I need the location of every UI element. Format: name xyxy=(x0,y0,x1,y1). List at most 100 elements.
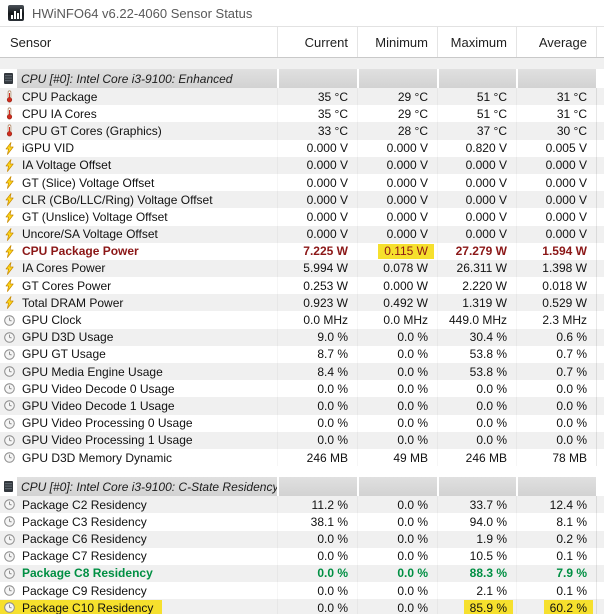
section-cell xyxy=(437,69,516,88)
maximum-value: 2.220 W xyxy=(437,277,516,294)
sensor-row[interactable]: Package C2 Residency 11.2 % 0.0 % 33.7 % 12.… xyxy=(0,496,604,514)
column-header-current[interactable]: Current xyxy=(277,27,357,57)
sensor-label-cell: GPU D3D Usage xyxy=(0,329,277,346)
clock-icon xyxy=(3,399,16,412)
average-value: 30 °C xyxy=(516,122,596,139)
sensor-label-cell: Package C6 Residency xyxy=(0,531,277,548)
sensor-row[interactable]: GPU Video Processing 1 Usage 0.0 % 0.0 % 0.… xyxy=(0,431,604,449)
current-value-text: 0.0 % xyxy=(317,381,348,396)
sensor-row[interactable]: CPU GT Cores (Graphics) 33 °C 28 °C 37 °C 30… xyxy=(0,122,604,140)
row-gutter xyxy=(596,547,604,565)
sensor-row[interactable]: iGPU VID 0.000 V 0.000 V 0.820 V 0.005 V xyxy=(0,139,604,157)
sensor-row[interactable]: GT Cores Power 0.253 W 0.000 W 2.220 W 0.018… xyxy=(0,277,604,295)
row-gutter xyxy=(596,513,604,531)
sensor-row[interactable]: CPU IA Cores 35 °C 29 °C 51 °C 31 °C xyxy=(0,105,604,123)
sensor-row[interactable]: Package C3 Residency 38.1 % 0.0 % 94.0 % 8.1… xyxy=(0,513,604,531)
maximum-value: 0.0 % xyxy=(437,415,516,432)
current-value-text: 0.0 MHz xyxy=(303,313,348,328)
sensor-row[interactable]: GPU Video Decode 1 Usage 0.0 % 0.0 % 0.0 % 0… xyxy=(0,397,604,415)
sensor-row[interactable]: Package C7 Residency 0.0 % 0.0 % 10.5 % 0.1 … xyxy=(0,547,604,565)
row-gutter xyxy=(596,88,604,106)
minimum-value: 0.0 % xyxy=(357,582,437,599)
average-value: 0.7 % xyxy=(516,363,596,380)
row-gutter xyxy=(596,414,604,432)
sensor-row[interactable]: GPU Clock 0.0 MHz 0.0 MHz 449.0 MHz 2.3 MHz xyxy=(0,311,604,329)
maximum-value-text: 94.0 % xyxy=(469,514,507,529)
sensor-row[interactable]: GPU D3D Usage 9.0 % 0.0 % 30.4 % 0.6 % xyxy=(0,328,604,346)
sensor-label-cell: CPU Package xyxy=(0,88,277,105)
sensor-label-cell: CLR (CBo/LLC/Ring) Voltage Offset xyxy=(0,191,277,208)
section-title: CPU [#0]: Intel Core i3-9100: Enhanced xyxy=(17,69,277,88)
section-header-row[interactable]: CPU [#0]: Intel Core i3-9100: C-State Re… xyxy=(0,477,604,497)
clock-icon xyxy=(3,498,16,511)
sensor-row[interactable]: IA Cores Power 5.994 W 0.078 W 26.311 W 1.39… xyxy=(0,259,604,278)
maximum-value: 30.4 % xyxy=(437,329,516,346)
sensor-row[interactable]: GPU Video Decode 0 Usage 0.0 % 0.0 % 0.0 % 0… xyxy=(0,380,604,398)
lightning-icon xyxy=(3,262,16,275)
cpu-chip-icon xyxy=(2,480,15,493)
current-value: 9.0 % xyxy=(277,329,357,346)
clock-icon xyxy=(3,584,16,597)
current-value: 246 MB xyxy=(277,449,357,466)
current-value: 0.0 % xyxy=(277,582,357,599)
minimum-value: 0.000 V xyxy=(357,157,437,174)
column-header-minimum[interactable]: Minimum xyxy=(357,27,437,57)
maximum-value: 85.9 % xyxy=(437,599,516,614)
current-value-text: 8.7 % xyxy=(317,347,348,362)
average-value-text: 7.9 % xyxy=(556,566,587,581)
sensor-label: GPU GT Usage xyxy=(22,347,106,362)
sensor-label-cell: GPU Video Processing 0 Usage xyxy=(0,415,277,432)
minimum-value-text: 0.492 W xyxy=(383,295,428,310)
minimum-value-text: 29 °C xyxy=(397,106,428,121)
sensor-row[interactable]: CPU Package 35 °C 29 °C 51 °C 31 °C xyxy=(0,88,604,106)
maximum-value-text: 246 MB xyxy=(465,450,507,465)
sensor-label-cell: IA Voltage Offset xyxy=(0,157,277,174)
column-header-average[interactable]: Average xyxy=(516,27,596,57)
average-value: 1.398 W xyxy=(516,260,596,277)
sensor-row[interactable]: Package C8 Residency 0.0 % 0.0 % 88.3 % 7.9 … xyxy=(0,564,604,583)
minimum-value-text: 0.0 % xyxy=(397,514,428,529)
sensor-row[interactable]: IA Voltage Offset 0.000 V 0.000 V 0.000 V 0.… xyxy=(0,156,604,174)
sensor-row[interactable]: GPU Media Engine Usage 8.4 % 0.0 % 53.8 % 0.… xyxy=(0,363,604,381)
sensor-row[interactable]: Package C10 Residency 0.0 % 0.0 % 85.9 % 60.… xyxy=(0,599,604,614)
average-value: 0.0 % xyxy=(516,380,596,397)
sensor-row[interactable]: Package C9 Residency 0.0 % 0.0 % 2.1 % 0.1 % xyxy=(0,582,604,600)
sensor-row[interactable]: GPU D3D Memory Dynamic 246 MB 49 MB 246 MB 7… xyxy=(0,448,604,467)
column-header-sensor[interactable]: Sensor xyxy=(10,34,52,50)
minimum-value: 0.000 W xyxy=(357,277,437,294)
current-value: 0.000 V xyxy=(277,140,357,157)
current-value: 0.0 % xyxy=(277,565,357,582)
minimum-value: 29 °C xyxy=(357,88,437,105)
spacer-row xyxy=(0,58,604,69)
current-value: 33 °C xyxy=(277,122,357,139)
sensor-label-cell: iGPU VID xyxy=(0,140,277,157)
sensor-label-cell: Package C8 Residency xyxy=(0,565,277,582)
sensor-row[interactable]: Package C6 Residency 0.0 % 0.0 % 1.9 % 0.2 % xyxy=(0,530,604,548)
average-value-text: 12.4 % xyxy=(549,497,587,512)
sensor-row[interactable]: GPU GT Usage 8.7 % 0.0 % 53.8 % 0.7 % xyxy=(0,345,604,363)
average-value-text: 0.000 V xyxy=(545,227,587,242)
sensor-label: GPU D3D Memory Dynamic xyxy=(22,450,173,465)
sensor-row[interactable]: GT (Unslice) Voltage Offset 0.000 V 0.000 … xyxy=(0,208,604,226)
column-header-maximum[interactable]: Maximum xyxy=(437,27,516,57)
sensor-label: Package C10 Residency xyxy=(22,600,154,614)
maximum-value: 10.5 % xyxy=(437,548,516,565)
sensor-row[interactable]: GT (Slice) Voltage Offset 0.000 V 0.000 V 0… xyxy=(0,173,604,192)
sensor-row[interactable]: Uncore/SA Voltage Offset 0.000 V 0.000 V 0.… xyxy=(0,225,604,243)
current-value: 0.0 % xyxy=(277,432,357,449)
current-value: 0.253 W xyxy=(277,277,357,294)
row-gutter xyxy=(596,277,604,295)
sensor-row[interactable]: CLR (CBo/LLC/Ring) Voltage Offset 0.000 V… xyxy=(0,191,604,209)
average-value: 0.1 % xyxy=(516,548,596,565)
row-gutter xyxy=(596,345,604,363)
minimum-value-text: 0.0 % xyxy=(397,433,428,448)
sensor-row[interactable]: Total DRAM Power 0.923 W 0.492 W 1.319 W 0.5… xyxy=(0,294,604,312)
maximum-value: 27.279 W xyxy=(437,243,516,260)
sensor-row[interactable]: GPU Video Processing 0 Usage 0.0 % 0.0 % 0.… xyxy=(0,414,604,432)
sensor-row[interactable]: CPU Package Power 7.225 W 0.115 W 27.279 W 1… xyxy=(0,242,604,260)
maximum-value: 53.8 % xyxy=(437,363,516,380)
section-header-row[interactable]: CPU [#0]: Intel Core i3-9100: Enhanced xyxy=(0,69,604,88)
current-value: 0.0 % xyxy=(277,599,357,614)
average-value: 7.9 % xyxy=(516,565,596,582)
current-value-text: 0.253 W xyxy=(303,278,348,293)
